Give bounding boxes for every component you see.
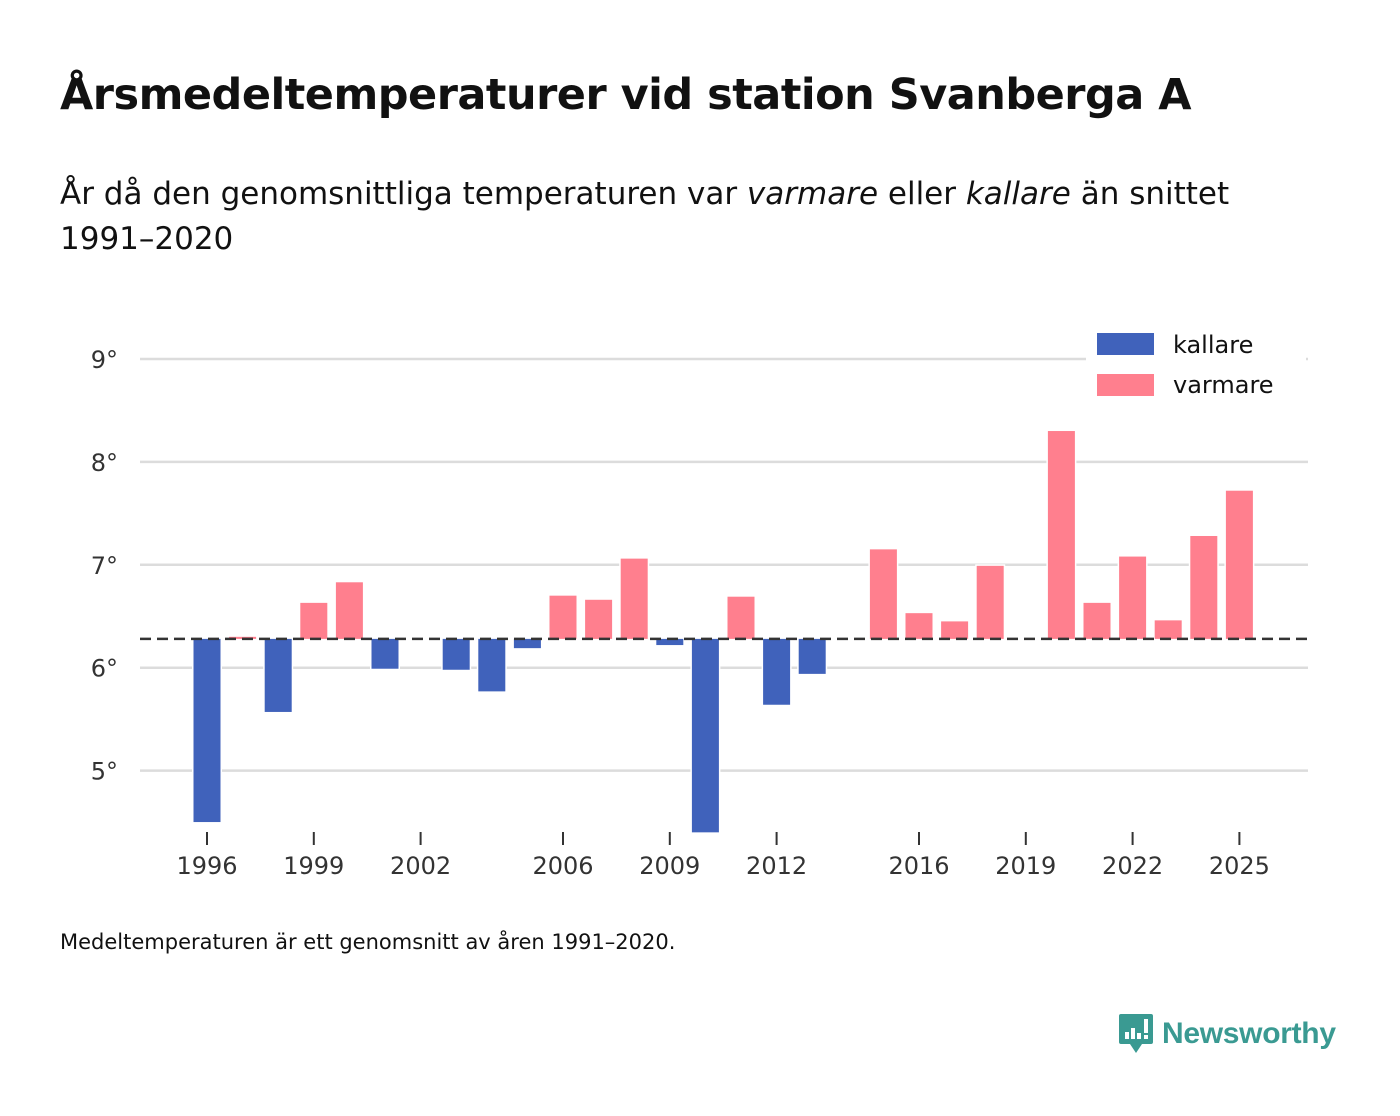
x-tick-label: 2016 bbox=[888, 852, 949, 880]
bar-varmare bbox=[726, 595, 756, 641]
y-tick-label: 9° bbox=[91, 346, 118, 374]
bar-varmare bbox=[1188, 534, 1219, 641]
bar-varmare bbox=[975, 564, 1006, 641]
subtitle-warmer: varmare bbox=[746, 176, 879, 212]
y-axis-labels: 5° 6° 7° 8° 9° bbox=[91, 346, 118, 786]
newsworthy-logo-icon bbox=[1119, 1014, 1153, 1053]
x-tick-label: 2022 bbox=[1102, 852, 1163, 880]
bars bbox=[192, 429, 1255, 834]
bar-varmare bbox=[583, 598, 614, 641]
brand-name: Newsworthy bbox=[1162, 1017, 1336, 1050]
legend-label-varmare: varmare bbox=[1173, 371, 1274, 399]
subtitle-text: eller bbox=[878, 176, 966, 212]
brand-logo: Newsworthy bbox=[1118, 1012, 1336, 1056]
chart-title: Årsmedeltemperaturer vid station Svanber… bbox=[60, 70, 1192, 120]
x-tick-label: 2002 bbox=[390, 852, 451, 880]
legend-swatch-kallare bbox=[1097, 333, 1154, 355]
bar-varmare bbox=[1082, 601, 1112, 641]
y-tick-label: 5° bbox=[91, 758, 118, 786]
bar-kallare bbox=[192, 637, 222, 824]
x-tick-label: 2019 bbox=[995, 852, 1056, 880]
bar-kallare bbox=[441, 637, 472, 672]
x-tick-label: 2009 bbox=[639, 852, 700, 880]
bar-kallare bbox=[797, 637, 828, 676]
y-tick-label: 6° bbox=[91, 655, 118, 683]
legend-swatch-varmare bbox=[1097, 374, 1154, 396]
gridlines bbox=[140, 357, 1308, 772]
chart-subtitle: År då den genomsnittliga temperaturen va… bbox=[60, 172, 1300, 262]
x-tick-label: 2012 bbox=[746, 852, 807, 880]
bar-varmare bbox=[939, 619, 970, 641]
bar-varmare bbox=[334, 580, 365, 641]
bar-kallare bbox=[512, 637, 543, 650]
bar-kallare bbox=[263, 637, 294, 714]
bar-varmare bbox=[868, 547, 899, 641]
bar-varmare bbox=[1046, 429, 1077, 641]
subtitle-text: År då den genomsnittliga temperaturen va… bbox=[60, 176, 747, 212]
bar-varmare bbox=[1153, 618, 1184, 641]
bar-kallare bbox=[690, 637, 721, 834]
bar-varmare bbox=[619, 557, 650, 641]
x-tick-label: 1996 bbox=[176, 852, 237, 880]
y-tick-label: 8° bbox=[91, 449, 118, 477]
subtitle-text: än snittet 1991–2020 bbox=[60, 176, 1230, 257]
y-tick-label: 7° bbox=[91, 552, 118, 580]
legend-label-kallare: kallare bbox=[1173, 331, 1253, 359]
bar-varmare bbox=[904, 611, 934, 641]
bar-varmare bbox=[1117, 555, 1148, 641]
x-tick-label: 2025 bbox=[1209, 852, 1270, 880]
x-axis: 1996 1999 2002 2006 2009 2012 2016 2019 2022 2025 bbox=[176, 832, 1270, 880]
bar-varmare bbox=[298, 601, 329, 641]
bar-kallare bbox=[761, 637, 792, 707]
bar-varmare bbox=[1224, 489, 1255, 641]
x-tick-label: 2006 bbox=[532, 852, 593, 880]
legend: kallare varmare bbox=[1086, 324, 1306, 410]
bar-kallare bbox=[476, 637, 507, 693]
bar-kallare bbox=[370, 637, 400, 671]
bar-varmare bbox=[548, 594, 578, 641]
subtitle-colder: kallare bbox=[965, 176, 1071, 212]
footnote: Medeltemperaturen är ett genomsnitt av å… bbox=[60, 930, 676, 954]
x-tick-label: 1999 bbox=[283, 852, 344, 880]
